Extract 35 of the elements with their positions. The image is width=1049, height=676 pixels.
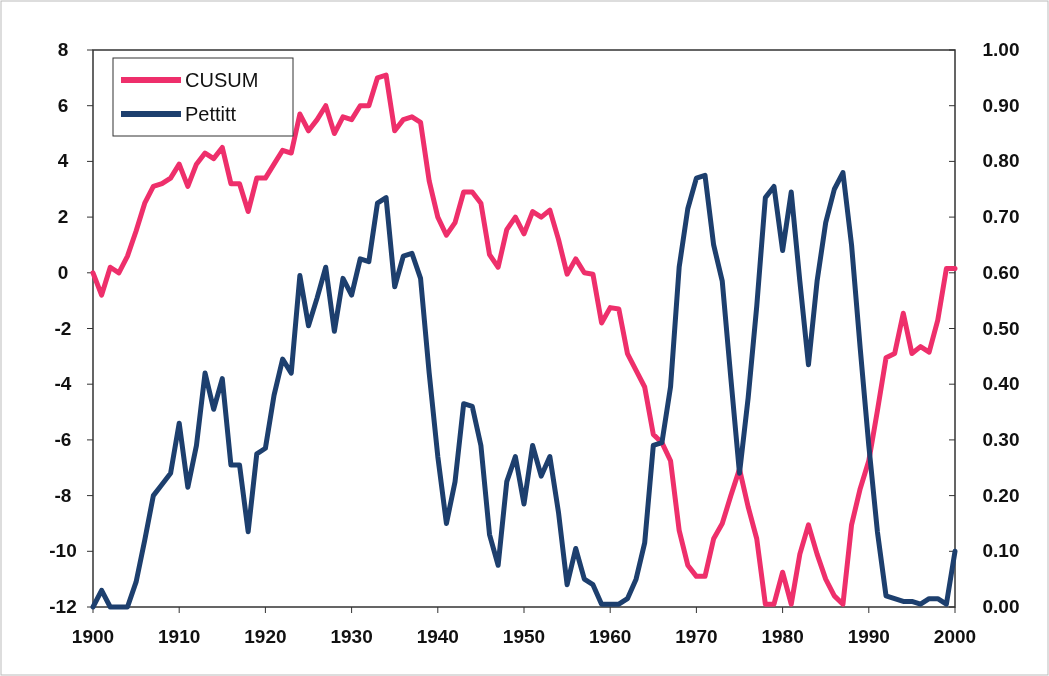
y-tick-label: 2 <box>57 206 69 228</box>
y-tick-label: 0 <box>57 261 69 283</box>
x-tick-label: 1980 <box>761 626 804 647</box>
x-tick-label: 1990 <box>847 626 890 647</box>
x-tick-label: 1900 <box>71 626 115 647</box>
y2-tick-label: 0.80 <box>982 150 1020 172</box>
x-tick-label: 1970 <box>675 626 718 647</box>
legend-label: Pettitt <box>185 103 237 125</box>
y2-tick-label: 0.20 <box>982 484 1020 506</box>
y-tick-label: -8 <box>54 484 72 506</box>
y-tick-label: 6 <box>57 94 69 116</box>
y2-tick-label: 1.00 <box>982 39 1020 60</box>
y-tick-label: -6 <box>54 428 72 450</box>
y-tick-label: 8 <box>57 39 69 60</box>
y2-tick-label: 0.90 <box>982 94 1020 116</box>
y-tick-label: 4 <box>57 150 69 172</box>
x-tick-label: 1930 <box>330 626 373 647</box>
x-tick-label: 1920 <box>244 626 287 647</box>
x-tick-label: 1910 <box>158 626 201 647</box>
y2-tick-label: 0.00 <box>982 596 1020 617</box>
y-tick-label: -4 <box>54 373 72 395</box>
x-tick-label: 2000 <box>933 626 977 647</box>
x-tick-label: 1940 <box>416 626 459 647</box>
y-tick-label: -10 <box>49 540 77 562</box>
y2-tick-label: 0.40 <box>982 373 1020 395</box>
x-tick-label: 1960 <box>589 626 632 647</box>
legend-label: CUSUM <box>185 69 259 91</box>
y2-tick-label: 0.10 <box>982 540 1020 562</box>
y2-tick-label: 0.50 <box>982 317 1020 339</box>
y2-tick-label: 0.60 <box>982 261 1020 283</box>
y-tick-label: -2 <box>54 317 72 339</box>
y2-tick-label: 0.70 <box>982 206 1020 228</box>
y-tick-label: -12 <box>49 596 77 617</box>
x-tick-label: 1950 <box>502 626 546 647</box>
y2-tick-label: 0.30 <box>982 428 1020 450</box>
